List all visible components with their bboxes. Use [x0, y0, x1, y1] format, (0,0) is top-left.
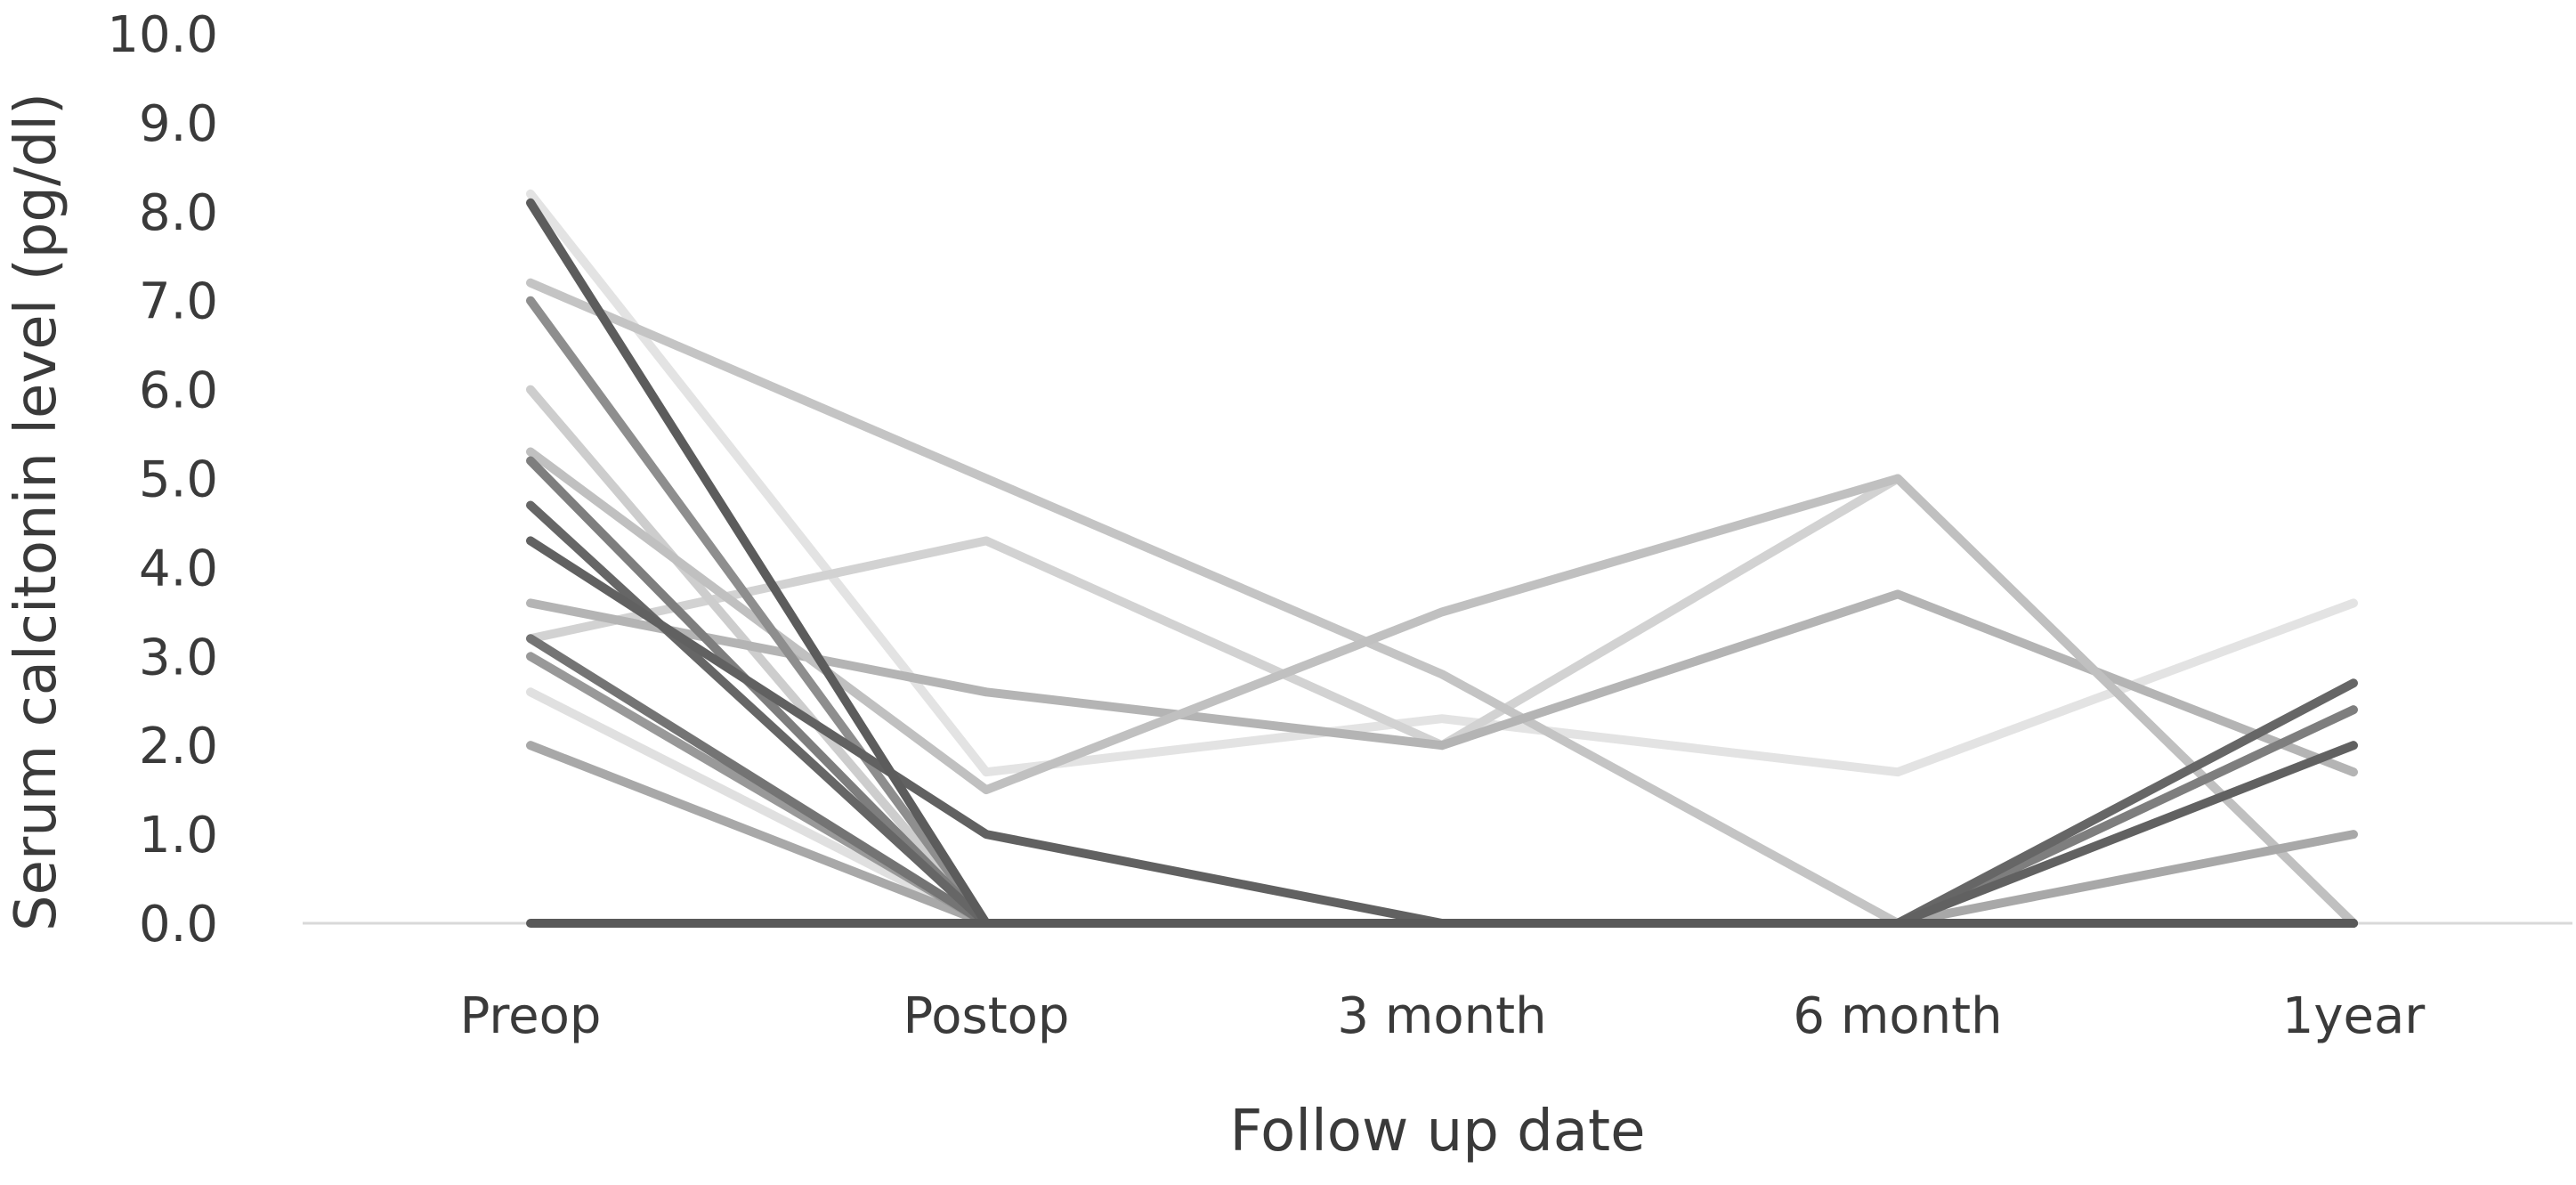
x-axis-title: Follow up date [1230, 1099, 1646, 1165]
y-tick-label: 5.0 [139, 451, 218, 509]
y-tick-label: 6.0 [139, 362, 218, 420]
y-tick-label: 0.0 [139, 896, 218, 954]
series-line-1 [526, 189, 2358, 777]
y-tick-label: 7.0 [139, 273, 218, 331]
x-tick-label: 3 month [1337, 987, 1546, 1045]
y-tick-label: 8.0 [139, 184, 218, 242]
series-line-6 [526, 589, 2358, 777]
x-tick-label: 6 month [1793, 987, 2002, 1045]
y-tick-labels: 0.0 1.0 2.0 3.0 4.0 5.0 6.0 7.0 8.0 9.0 10.0 [107, 6, 218, 954]
y-tick-label: 3.0 [139, 629, 218, 686]
series-lines [526, 189, 2358, 928]
x-tick-label: Postop [903, 987, 1070, 1045]
y-axis-title: Serum calcitonin level (pg/dl) [4, 93, 69, 931]
y-tick-label: 2.0 [139, 718, 218, 775]
x-tick-label: Preop [460, 987, 602, 1045]
y-tick-label: 10.0 [107, 6, 218, 64]
y-tick-label: 1.0 [139, 807, 218, 864]
x-tick-labels: Preop Postop 3 month 6 month 1year [460, 987, 2426, 1045]
x-tick-label: 1year [2282, 987, 2426, 1045]
y-tick-label: 4.0 [139, 540, 218, 597]
y-tick-label: 9.0 [139, 95, 218, 153]
